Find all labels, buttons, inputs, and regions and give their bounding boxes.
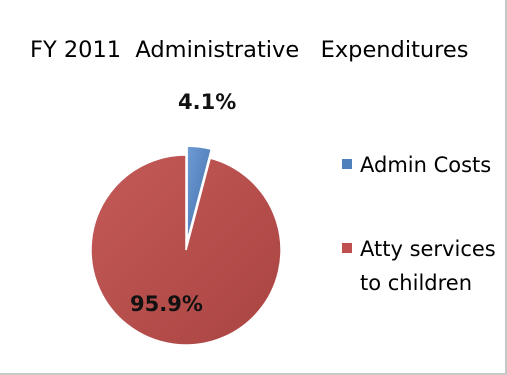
data-label-atty-services: 95.9% <box>130 292 203 316</box>
legend: Admin Costs Atty services to children <box>342 153 496 295</box>
legend-label-atty-services-line2: to children <box>360 271 472 295</box>
pie-slice-admin-costs <box>186 145 213 242</box>
data-label-admin-costs: 4.1% <box>178 90 236 114</box>
pie-slices <box>90 145 282 346</box>
pie-slice-atty-services-to-children <box>90 154 282 346</box>
legend-label-atty-services-line1: Atty services <box>360 237 496 261</box>
legend-item-atty-services: Atty services to children <box>342 237 496 295</box>
chart-title: FY 2011 Administrative Expenditures <box>30 37 469 63</box>
legend-label-admin-costs: Admin Costs <box>360 153 491 177</box>
legend-swatch-admin-costs <box>342 159 352 169</box>
legend-swatch-atty-services <box>342 243 352 253</box>
legend-item-admin-costs: Admin Costs <box>342 153 491 177</box>
